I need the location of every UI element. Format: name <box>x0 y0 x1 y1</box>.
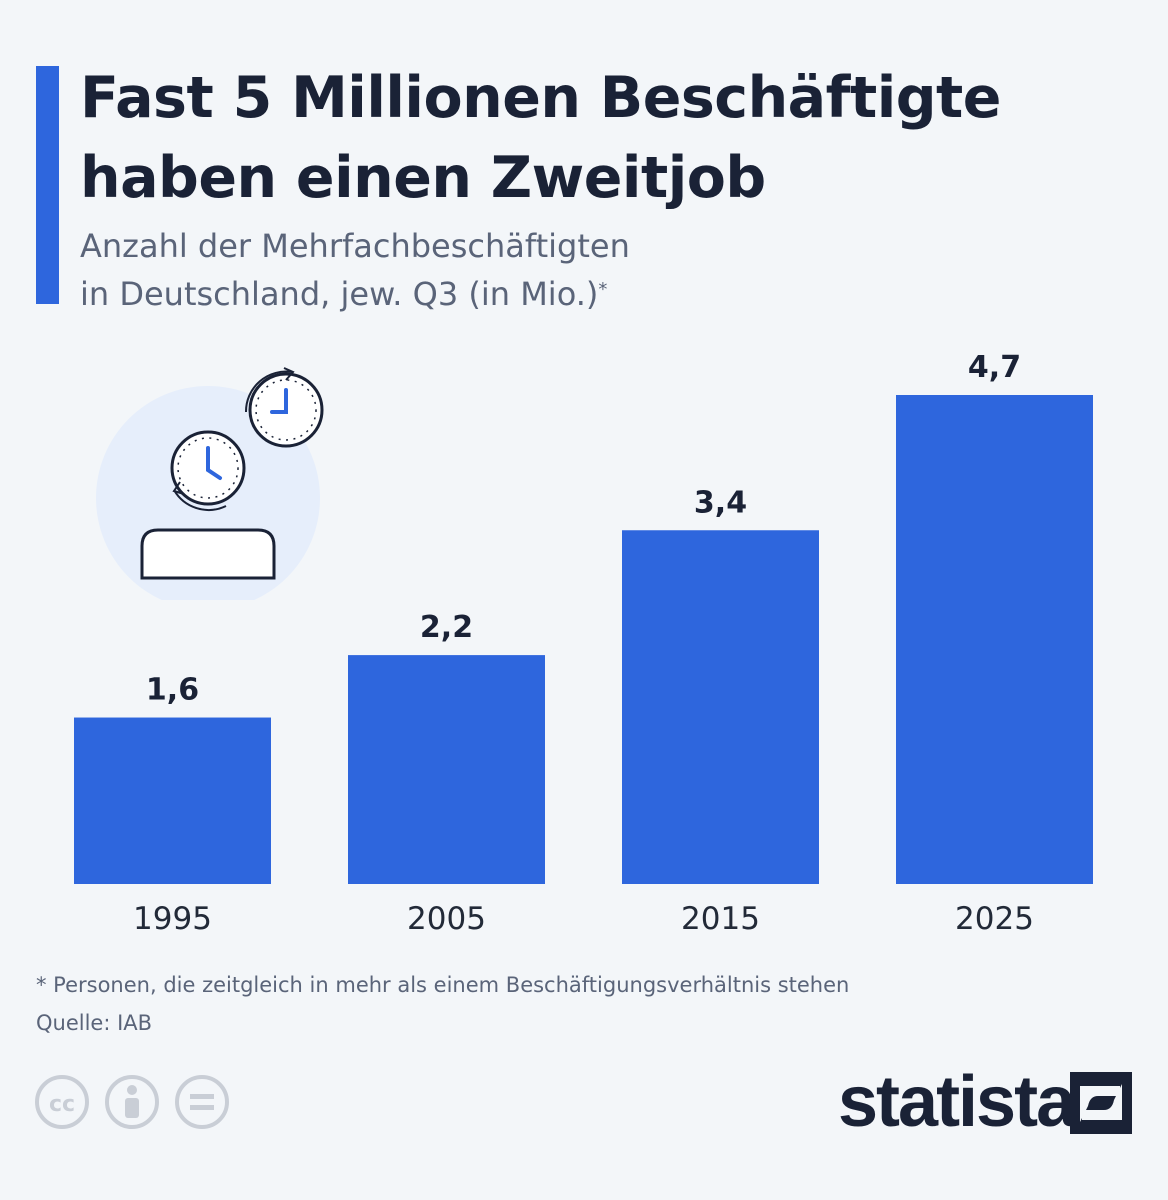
tick-labels-group: 1995 2005 2015 2025 <box>133 901 1034 937</box>
subtitle-line-2-text: in Deutschland, jew. Q3 (in Mio.) <box>80 275 599 313</box>
source: Quelle: IAB <box>36 1011 153 1035</box>
clocks-illustration <box>96 367 324 600</box>
block-icon <box>140 528 276 580</box>
svg-text:cc: cc <box>49 1092 75 1117</box>
bar-1995 <box>74 717 271 884</box>
x-tick-label-2025: 2025 <box>955 901 1034 937</box>
bars-group <box>74 395 1093 884</box>
statista-mark-icon <box>1070 1072 1132 1134</box>
statista-logo[interactable]: statista <box>838 1062 1138 1142</box>
attribution-icon[interactable] <box>105 1075 159 1129</box>
chart-subtitle: Anzahl der Mehrfachbeschäftigten in Deut… <box>80 222 880 318</box>
clock-icon <box>244 367 324 448</box>
x-tick-label-1995: 1995 <box>133 901 212 937</box>
title-line-2: haben einen Zweitjob <box>80 145 766 211</box>
subtitle-asterisk: * <box>598 279 608 300</box>
value-label-1995: 1,6 <box>146 673 199 708</box>
bar-2015 <box>622 530 819 884</box>
subtitle-line-1: Anzahl der Mehrfachbeschäftigten <box>80 227 630 265</box>
x-tick-label-2015: 2015 <box>681 901 760 937</box>
title-line-1: Fast 5 Millionen Beschäftigte <box>80 65 1001 131</box>
bar-chart: 1,6 2,2 3,4 4,7 1995 2005 2015 2025 <box>74 350 1093 937</box>
clock-icon <box>170 430 246 511</box>
accent-bar <box>36 66 59 304</box>
value-label-2015: 3,4 <box>694 485 747 520</box>
license-icons: cc <box>35 1075 229 1129</box>
value-label-2005: 2,2 <box>420 610 473 645</box>
subtitle-line-2: in Deutschland, jew. Q3 (in Mio.)* <box>80 270 880 318</box>
footnote: * Personen, die zeitgleich in mehr als e… <box>36 973 850 997</box>
value-labels-group: 1,6 2,2 3,4 4,7 <box>146 350 1021 708</box>
chart-title: Fast 5 Millionen Beschäftigte haben eine… <box>80 58 1140 218</box>
cc-icon[interactable]: cc <box>35 1075 89 1129</box>
footnote-block: * Personen, die zeitgleich in mehr als e… <box>36 966 1136 1042</box>
logo-text: statista <box>838 1062 1076 1142</box>
value-label-2025: 4,7 <box>968 350 1021 385</box>
bar-2005 <box>348 655 545 884</box>
x-tick-label-2005: 2005 <box>407 901 486 937</box>
bar-2025 <box>896 395 1093 884</box>
no-derivatives-icon[interactable] <box>175 1075 229 1129</box>
